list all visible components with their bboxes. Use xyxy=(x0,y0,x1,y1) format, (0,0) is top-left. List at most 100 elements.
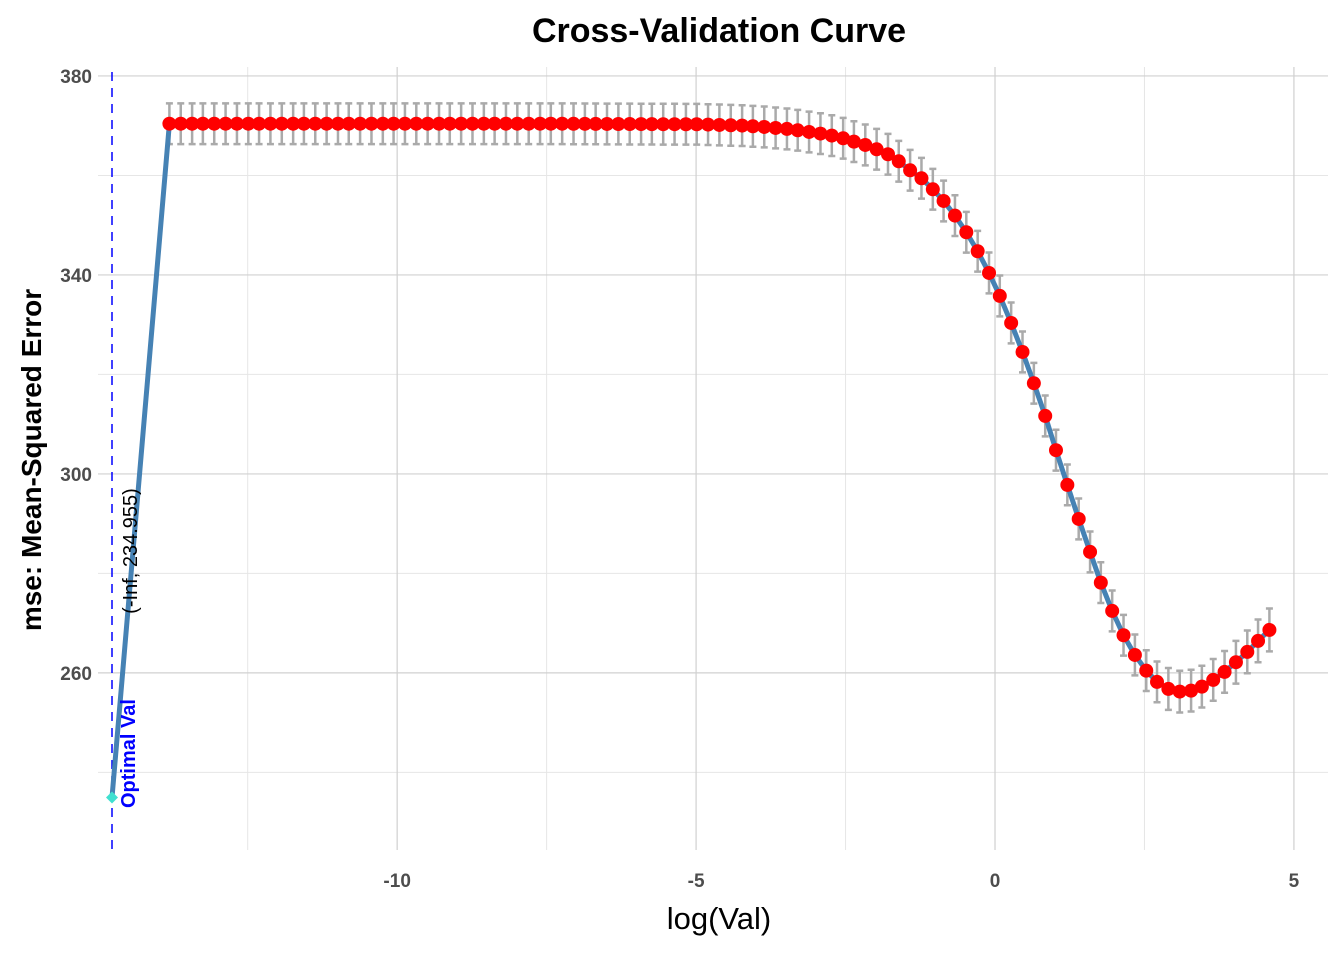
data-point xyxy=(1161,681,1176,696)
data-point xyxy=(454,116,469,131)
data-point xyxy=(970,244,985,259)
data-point xyxy=(667,117,682,132)
data-point xyxy=(330,116,345,131)
data-point xyxy=(757,119,772,134)
data-point xyxy=(1048,443,1063,458)
data-point xyxy=(858,137,873,152)
data-point xyxy=(779,121,794,136)
data-point xyxy=(409,116,424,131)
data-point xyxy=(577,116,592,131)
data-point xyxy=(611,117,626,132)
data-point xyxy=(903,163,918,178)
y-tick-label: 260 xyxy=(60,664,92,685)
data-point xyxy=(1026,376,1041,391)
data-point xyxy=(476,116,491,131)
data-point xyxy=(487,116,502,131)
tick-labels: 260 300 340 380 -10 -5 0 5 xyxy=(60,67,1299,892)
data-point xyxy=(745,119,760,134)
data-point xyxy=(634,117,649,132)
data-point xyxy=(420,116,435,131)
data-point xyxy=(397,116,412,131)
data-point xyxy=(498,116,513,131)
data-point xyxy=(286,116,301,131)
data-point xyxy=(308,116,323,131)
data-point xyxy=(353,116,368,131)
grid xyxy=(98,67,1328,855)
data-point xyxy=(1251,633,1266,648)
y-tick-label: 340 xyxy=(60,266,92,287)
optimal-point xyxy=(106,791,118,804)
data-point xyxy=(195,116,210,131)
data-point xyxy=(442,116,457,131)
data-point xyxy=(229,116,244,131)
y-tick-label: 380 xyxy=(60,67,92,88)
data-point xyxy=(656,117,671,132)
data-point xyxy=(218,116,233,131)
y-tick-label: 300 xyxy=(60,465,92,486)
data-point xyxy=(802,124,817,139)
data-point xyxy=(252,116,267,131)
data-point xyxy=(296,116,311,131)
data-point xyxy=(319,116,334,131)
data-point xyxy=(723,118,738,133)
x-tick-label: 0 xyxy=(990,871,1001,892)
optimal-value-label: (-Inf, 234.955) xyxy=(120,488,142,614)
data-point xyxy=(543,116,558,131)
data-point xyxy=(1206,672,1221,687)
data-point xyxy=(510,116,525,131)
optimal-line-label: Optimal Val xyxy=(118,699,140,808)
data-point xyxy=(386,116,401,131)
x-axis-label: log(Val) xyxy=(667,901,772,936)
x-tick-label: 5 xyxy=(1289,871,1300,892)
data-point xyxy=(1116,628,1131,643)
data-point xyxy=(959,225,974,240)
data-point xyxy=(375,116,390,131)
data-point xyxy=(689,117,704,132)
data-point xyxy=(432,116,447,131)
data-point xyxy=(274,116,289,131)
chart-title: Cross-Validation Curve xyxy=(532,12,906,50)
data-point xyxy=(1139,663,1154,678)
data-point xyxy=(813,126,828,141)
data-point xyxy=(207,116,222,131)
data-point xyxy=(1083,544,1098,559)
data-point xyxy=(712,117,727,132)
data-point xyxy=(185,116,200,131)
data-point xyxy=(925,182,940,197)
data-point xyxy=(465,116,480,131)
data-point xyxy=(588,116,603,131)
data-point xyxy=(836,131,851,146)
data-point xyxy=(600,116,615,131)
data-point xyxy=(790,123,805,138)
data-point xyxy=(947,208,962,223)
data-point xyxy=(891,154,906,169)
data-point xyxy=(982,265,997,280)
data-point xyxy=(241,116,256,131)
y-axis-label: mse: Mean-Squared Error xyxy=(16,289,47,631)
data-point xyxy=(1004,315,1019,330)
data-point xyxy=(768,120,783,135)
data-point xyxy=(1127,647,1142,662)
cv-line xyxy=(109,121,1272,798)
x-tick-label: -10 xyxy=(383,871,410,892)
data-point xyxy=(869,142,884,157)
data-point xyxy=(263,116,278,131)
data-point xyxy=(992,288,1007,303)
data-point xyxy=(735,118,750,133)
data-point xyxy=(1262,622,1277,637)
data-point xyxy=(1240,644,1255,659)
series xyxy=(109,121,1272,798)
data-point xyxy=(521,116,536,131)
data-point xyxy=(1228,655,1243,670)
data-point xyxy=(1105,603,1120,618)
data-point xyxy=(914,171,929,186)
data-point xyxy=(364,116,379,131)
data-point xyxy=(1015,344,1030,359)
data-point xyxy=(880,147,895,162)
data-point xyxy=(701,117,716,132)
error-bars xyxy=(165,102,1273,714)
data-point xyxy=(162,116,177,131)
data-point xyxy=(1093,575,1108,590)
data-point xyxy=(566,116,581,131)
data-point xyxy=(1172,684,1187,699)
